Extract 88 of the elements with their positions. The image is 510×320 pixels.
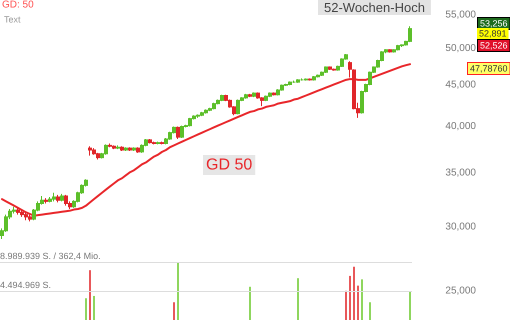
bar [357,286,359,320]
text: 52,891 [479,28,507,38]
candlestick [112,144,116,150]
candlestick [396,44,400,51]
bar [89,270,91,320]
candlestick [252,92,256,98]
candlestick [308,78,312,82]
ref-line-label: 8.989.939 S. / 362,4 Mio. [0,251,101,262]
candlestick [260,96,264,107]
candlestick [88,146,92,156]
candlestick [180,125,184,139]
candlestick [312,76,316,82]
text: 52-Wochen-Hoch [324,0,425,15]
candlestick [332,68,336,72]
y-tick-label: 45,000 [445,80,476,91]
y-tick-label: 25,000 [445,286,476,296]
candlestick [388,48,392,54]
y-tick-label: 50,000 [445,42,476,54]
bar [177,262,179,320]
bar [173,302,175,320]
candlestick [268,92,272,98]
y-tick-label: 35,000 [445,168,476,179]
candlestick [408,26,412,43]
candlestick [392,48,396,54]
bar [353,266,355,320]
candlestick [296,78,300,84]
candlestick [152,141,156,145]
candlestick [60,193,64,202]
bar [297,278,299,320]
candlestick [264,95,268,102]
candlestick [160,141,164,145]
candlestick [244,93,248,100]
candlestick [248,93,252,98]
annotation: Text [4,14,22,24]
candlestick [200,111,204,117]
candlestick [136,146,140,154]
candlestick [208,107,212,112]
candlestick [304,78,308,82]
candlestick [44,198,48,204]
candlestick [92,148,96,156]
bar [85,298,87,320]
candlestick [64,194,68,206]
bar [369,302,371,320]
candlestick [52,192,56,202]
text: 47,78760 [470,64,508,74]
candlestick [96,152,100,160]
candlestick [280,84,284,92]
y-tick-label: 30,000 [445,222,476,233]
candlestick [188,117,192,127]
candlestick [116,144,120,150]
y-tick-label: 40,000 [445,120,476,132]
candlestick [316,74,320,78]
candlestick [148,138,152,144]
candlestick [120,146,124,152]
candlestick [284,83,288,87]
series-label: GD 50 [206,156,252,174]
candlestick [276,88,280,96]
candlestick [156,141,160,145]
candlestick [128,146,132,152]
bar [349,276,351,320]
candlestick [204,108,208,114]
candlestick [104,144,108,156]
candlestick [124,146,128,152]
bar [249,286,251,320]
text: 52,526 [480,40,508,50]
candlestick [132,146,136,152]
candlestick [176,126,180,140]
candlestick [196,114,200,118]
candlestick [108,143,112,148]
candlestick [324,66,328,74]
bar [361,279,363,320]
candlestick [220,94,224,102]
candlestick [400,44,404,48]
bar [93,296,95,320]
candlestick [288,80,292,86]
text: 53,256 [480,18,508,28]
ref-line-label: 4.494.969 S. [0,280,52,290]
candlestick [212,102,216,110]
bar [409,291,411,320]
text: GD: 50 [2,0,34,10]
candlestick [272,92,276,96]
y-tick-label: 55,000 [445,10,476,20]
bar [345,290,347,320]
candlestick [48,196,52,203]
candlestick [236,99,240,115]
candlestick [328,66,332,71]
candlestick [56,194,60,203]
candlestick [340,58,344,68]
